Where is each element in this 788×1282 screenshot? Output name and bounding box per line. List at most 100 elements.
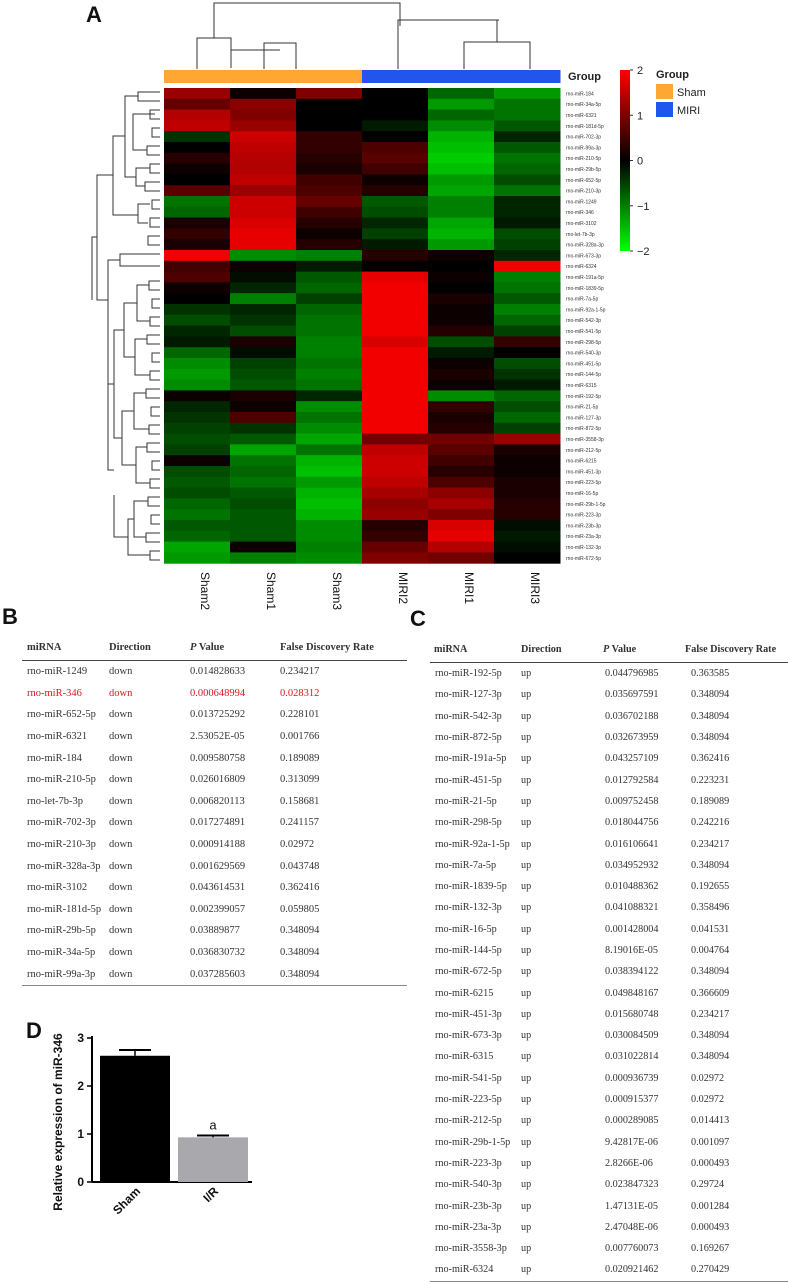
heatmap-cell <box>230 174 297 186</box>
heatmap-cell <box>230 422 297 435</box>
cell-fdr: 0.362416 <box>280 882 320 894</box>
cell-mirna: rno-miR-3558-3p <box>435 1243 507 1255</box>
cell-p-value: 0.009580758 <box>190 752 246 764</box>
heatmap-cell <box>362 152 429 165</box>
table-row: rno-miR-541-5p up 0.000936739 0.02972 <box>430 1068 788 1089</box>
cell-mirna: rno-miR-540-3p <box>435 1179 502 1191</box>
heatmap-cell <box>164 304 231 316</box>
cell-fdr: 0.041531 <box>691 923 730 935</box>
heatmap-cell <box>296 109 363 121</box>
heatmap-cell <box>428 325 495 337</box>
heatmap-cell <box>296 325 363 337</box>
cell-direction: down <box>109 666 133 678</box>
row-label: rno-miR-673-3p <box>566 253 601 259</box>
cell-fdr: 0.059805 <box>280 903 320 915</box>
row-label: rno-miR-23a-3p <box>566 534 601 540</box>
heatmap-cell <box>164 88 231 100</box>
cell-direction: up <box>521 689 532 701</box>
cell-direction: up <box>521 1094 532 1106</box>
table-row: rno-miR-92a-1-5p up 0.016106641 0.234217 <box>430 833 788 854</box>
heatmap-cell <box>296 422 363 435</box>
cell-mirna: rno-miR-23a-3p <box>435 1221 502 1233</box>
cell-fdr: 0.189089 <box>691 795 730 807</box>
cell-fdr: 0.02972 <box>691 1094 725 1106</box>
cell-fdr: 0.228101 <box>280 709 320 721</box>
row-label: rno-miR-6324 <box>566 264 597 270</box>
table-row: rno-miR-192-5p up 0.044796985 0.363585 <box>430 663 788 685</box>
heatmap-cell <box>164 152 231 165</box>
heatmap-cell <box>428 498 495 510</box>
heatmap-cell <box>494 520 561 532</box>
heatmap-cell <box>164 444 231 456</box>
heatmap-cell <box>428 455 495 467</box>
heatmap-cell <box>362 174 429 186</box>
heatmap-cell <box>230 131 297 143</box>
table-row: rno-miR-6321 down 2.53052E-05 0.001766 <box>22 726 407 748</box>
heatmap-cell <box>494 444 561 456</box>
row-labels: rno-miR-184 rno-miR-34a-5p rno-miR-6321 rno… <box>566 91 606 561</box>
heatmap-cell <box>428 88 495 100</box>
row-label: rno-miR-540-3p <box>566 351 601 357</box>
heatmap-cell <box>494 196 561 208</box>
heatmap-cell <box>362 228 429 240</box>
y-tick-label: 3 <box>77 1031 84 1045</box>
cell-p-value: 0.030084509 <box>605 1030 659 1042</box>
heatmap-cell <box>362 433 429 445</box>
heatmap-cell <box>428 206 495 219</box>
row-label: rno-miR-541-5p <box>566 329 601 335</box>
cell-mirna: rno-miR-451-3p <box>435 1008 502 1020</box>
cell-p-value: 1.47131E-05 <box>605 1200 658 1212</box>
heatmap-cell <box>428 444 495 456</box>
row-label: rno-miR-99a-3p <box>566 145 601 151</box>
heatmap-cell <box>494 358 561 370</box>
cell-fdr: 0.358496 <box>691 902 730 914</box>
heatmap-cell <box>230 217 297 229</box>
cell-fdr: 0.363585 <box>691 668 730 680</box>
heatmap-cell <box>362 412 429 424</box>
row-label: rno-miR-3102 <box>566 221 597 227</box>
header-p-italic: P <box>190 641 197 653</box>
panel-b-label: B <box>2 604 18 629</box>
heatmap-cell <box>428 185 495 197</box>
cell-fdr: 0.189089 <box>280 752 320 764</box>
heatmap-cell <box>164 325 231 337</box>
table-row: rno-miR-144-5p up 8.19016E-05 0.004764 <box>430 940 788 961</box>
heatmap-cell <box>494 304 561 316</box>
y-tick-label: 0 <box>77 1175 84 1189</box>
legend-title: Group <box>656 69 689 81</box>
heatmap-cell <box>296 228 363 240</box>
heatmap-cell <box>494 98 561 111</box>
heatmap-cell <box>494 325 561 337</box>
table-row: rno-miR-702-3p down 0.017274891 0.241157 <box>22 812 407 834</box>
cell-direction: up <box>521 1008 532 1020</box>
cell-p-value: 0.006820113 <box>190 795 245 807</box>
heatmap-cell <box>494 455 561 467</box>
heatmap-cell <box>164 422 231 435</box>
cell-mirna: rno-miR-672-5p <box>435 966 502 978</box>
row-label: rno-miR-127-3p <box>566 415 601 421</box>
cell-direction: up <box>521 1051 532 1063</box>
heatmap-cell <box>230 163 297 175</box>
heatmap-cell <box>230 250 297 262</box>
cell-p-value: 0.007760073 <box>605 1243 659 1255</box>
heatmap-cell <box>164 412 231 424</box>
heatmap-cell <box>296 347 363 359</box>
heatmap-cell <box>230 509 297 521</box>
row-label: rno-miR-223-3p <box>566 513 601 519</box>
cell-mirna: rno-miR-23b-3p <box>435 1200 502 1212</box>
cell-fdr: 0.192655 <box>691 881 730 893</box>
heatmap-cell <box>230 347 297 359</box>
cell-p-value: 0.012792584 <box>605 774 659 786</box>
cell-p-value: 0.000936739 <box>605 1072 659 1084</box>
heatmap-cell <box>362 163 429 175</box>
heatmap-cell <box>428 98 495 111</box>
table-row: rno-miR-6215 up 0.049848167 0.366609 <box>430 982 788 1003</box>
column-label: Sham1 <box>264 572 278 610</box>
cell-direction: up <box>521 1157 532 1169</box>
heatmap-cell <box>230 206 297 219</box>
cell-p-value: 0.016106641 <box>605 838 659 850</box>
cell-direction: up <box>521 902 532 914</box>
table-row: rno-miR-23b-3p up 1.47131E-05 0.001284 <box>430 1195 788 1216</box>
row-label: rno-miR-191a-5p <box>566 275 604 281</box>
cell-direction: down <box>109 709 133 721</box>
